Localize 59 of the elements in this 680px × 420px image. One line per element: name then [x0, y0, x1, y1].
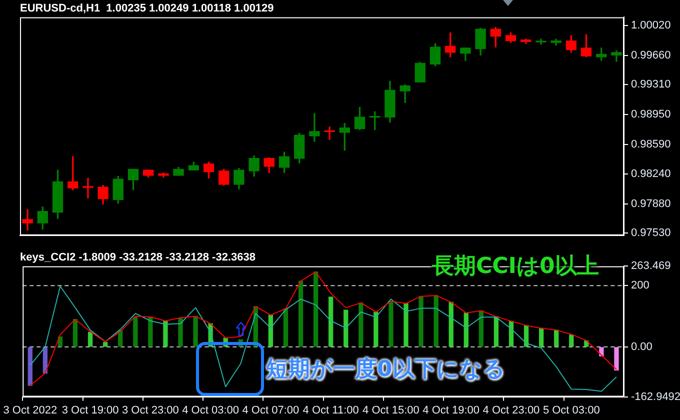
candlestick: [82, 178, 94, 198]
y-tick-label: 263.469: [631, 260, 671, 272]
bar: [358, 302, 364, 347]
x-tick-label: 4 Oct 15:00: [362, 404, 420, 416]
x-tick-label: 4 Oct 23:00: [482, 404, 540, 416]
bar: [448, 302, 454, 347]
bar: [599, 347, 604, 356]
y-tick-label: 0.00: [631, 340, 652, 353]
candlestick: [324, 126, 335, 140]
bar: [388, 300, 394, 347]
y-tick-label: 0.99310: [631, 78, 671, 91]
bar: [133, 316, 138, 347]
y-tick-label: 0.98590: [631, 138, 671, 151]
bar: [88, 332, 93, 347]
bar: [569, 334, 574, 347]
y-tick-label: -162.9492: [631, 390, 680, 403]
bar: [298, 280, 304, 347]
x-tick-label: 4 Oct 03:00: [182, 404, 239, 416]
y-tick-label: 0.99660: [631, 50, 671, 62]
bar: [313, 272, 318, 347]
bar: [193, 316, 198, 347]
x-tick-label: 5 Oct 03:00: [542, 404, 600, 416]
bar: [434, 295, 438, 347]
y-tick-label: 0.98950: [631, 108, 671, 121]
bar: [554, 330, 559, 347]
bar: [494, 316, 499, 347]
bar: [478, 310, 484, 347]
x-tick-label: 4 Oct 11:00: [302, 404, 359, 416]
candlestick: [22, 209, 33, 231]
annotation: 短期が一度0以下になる: [266, 357, 506, 383]
x-tick-label: 3 Oct 19:00: [62, 404, 119, 416]
x-tick-label: 3 Oct 2022: [3, 404, 58, 416]
y-tick-label: 200: [631, 280, 650, 292]
bar: [344, 310, 348, 347]
bar: [328, 296, 334, 347]
y-tick-label: 1.00020: [631, 20, 671, 32]
bar: [614, 347, 619, 370]
bar: [283, 308, 288, 347]
bar: [404, 303, 408, 347]
bar: [464, 312, 468, 347]
bar: [268, 314, 274, 347]
bar: [538, 328, 544, 347]
bar: [102, 342, 108, 347]
candlestick: [309, 113, 320, 142]
x-tick-label: 3 Oct 23:00: [122, 404, 179, 416]
bar: [418, 296, 424, 347]
y-tick-label: 0.98240: [631, 168, 671, 180]
bar: [148, 316, 153, 347]
bar: [374, 312, 378, 347]
y-tick-label: 0.97530: [631, 226, 671, 239]
chart-title: keys_CCI2 -1.8009 -33.2128 -33.2128 -32.3638: [20, 252, 256, 264]
y-tick-label: 0.97880: [631, 198, 671, 210]
bar: [163, 320, 168, 347]
bar: [178, 317, 183, 347]
x-tick-label: 4 Oct 19:00: [422, 404, 480, 416]
chart-title: EURUSD-cd,H1 1.00235 1.00249 1.00118 1.00129: [20, 2, 274, 15]
x-tick-label: 4 Oct 07:00: [242, 404, 300, 416]
bar: [28, 347, 32, 386]
bar: [72, 319, 78, 347]
